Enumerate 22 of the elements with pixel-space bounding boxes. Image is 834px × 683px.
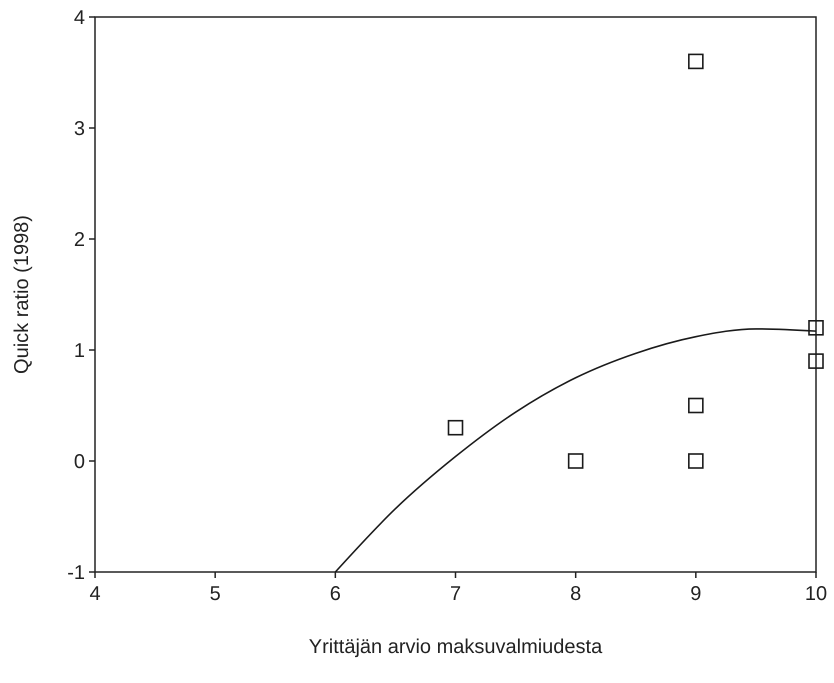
y-tick-label: 4 <box>74 7 85 29</box>
x-tick-label: 7 <box>450 583 462 605</box>
y-tick-label: -1 <box>67 562 85 584</box>
point <box>808 353 824 369</box>
x-tick-label: 8 <box>570 583 582 605</box>
x-tick-label: 5 <box>210 583 221 605</box>
y-tick-label: 0 <box>74 451 85 473</box>
x-axis-title: Yrittäjän arvio maksuvalmiudesta <box>308 636 604 658</box>
point <box>688 54 704 70</box>
y-tick-label: 3 <box>74 118 85 140</box>
x-tick-label: 4 <box>89 583 101 605</box>
point <box>448 420 464 436</box>
point <box>688 398 704 414</box>
y-tick-label: 2 <box>74 229 85 251</box>
point <box>808 320 824 336</box>
point <box>568 453 584 469</box>
x-tick-label: 6 <box>330 583 341 605</box>
y-tick-label: 1 <box>74 340 85 362</box>
y-axis-title: Quick ratio (1998) <box>11 215 33 374</box>
x-tick-label: 9 <box>690 583 702 605</box>
point <box>688 453 704 469</box>
x-tick-label: 10 <box>804 583 828 605</box>
